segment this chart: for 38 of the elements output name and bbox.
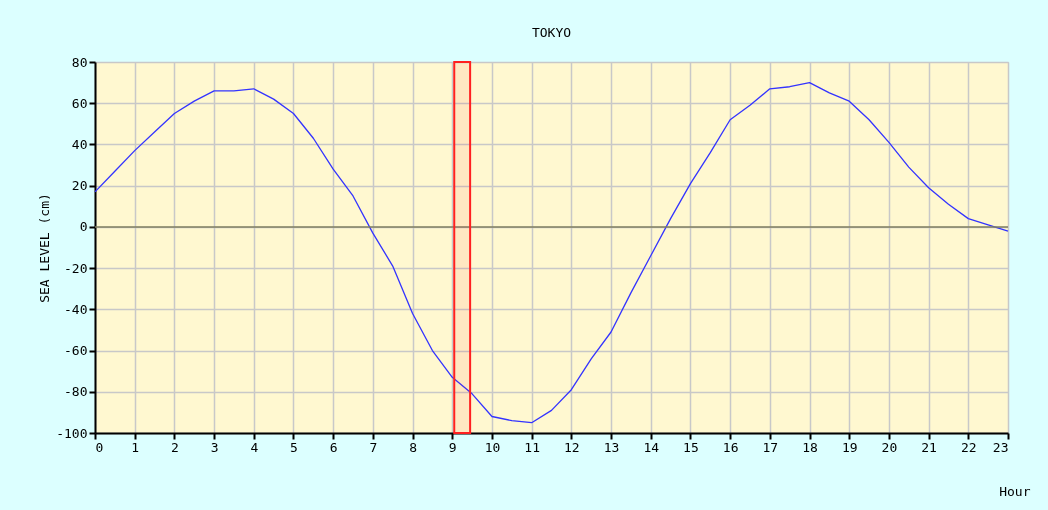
x-tick-label: 17 <box>762 439 779 455</box>
x-tick-label: 2 <box>170 439 179 455</box>
x-tick-label: 3 <box>210 439 219 455</box>
x-tick-label: 7 <box>369 439 378 455</box>
y-tick-label: -60 <box>64 343 88 359</box>
x-tick-label: 19 <box>841 439 858 455</box>
x-tick-label: 13 <box>603 439 620 455</box>
x-tick-label: 16 <box>722 439 739 455</box>
x-tick-label: 11 <box>524 439 540 455</box>
x-tick-label: 22 <box>960 439 977 455</box>
x-tick-label: 20 <box>881 439 898 455</box>
x-tick-label: 15 <box>683 439 699 455</box>
line-series <box>94 81 1009 424</box>
x-tick-label: 6 <box>329 439 338 455</box>
y-tick-label: -80 <box>64 384 88 400</box>
x-tick-label: 4 <box>250 439 259 455</box>
y-tick-label: 60 <box>71 95 88 111</box>
x-tick-label: 18 <box>802 439 818 455</box>
x-tick-label: 14 <box>643 439 660 455</box>
y-tick-label: 40 <box>71 136 88 152</box>
x-tick-label: 0 <box>95 439 104 455</box>
y-tick-label: 80 <box>71 54 88 70</box>
chart-title: TOKYO <box>531 25 572 40</box>
x-tick-label: 12 <box>564 439 580 455</box>
x-tick-label: 9 <box>448 439 457 455</box>
x-tick-label: 5 <box>290 439 298 455</box>
x-tick-label: 23 <box>992 439 1009 455</box>
x-tick-label: 1 <box>131 439 140 455</box>
y-tick-label: 20 <box>71 178 88 194</box>
y-tick-label: -100 <box>56 425 88 441</box>
y-tick-label: 0 <box>79 219 88 235</box>
x-tick-label: 8 <box>409 439 417 455</box>
y-tick-label: -20 <box>64 260 88 276</box>
x-tick-label: 10 <box>484 439 501 455</box>
x-tick-label: 21 <box>921 439 937 455</box>
x-axis-title: Hour <box>999 483 1031 499</box>
y-tick-label: -40 <box>64 301 88 317</box>
y-axis-title: SEA LEVEL (cm) <box>37 193 53 303</box>
